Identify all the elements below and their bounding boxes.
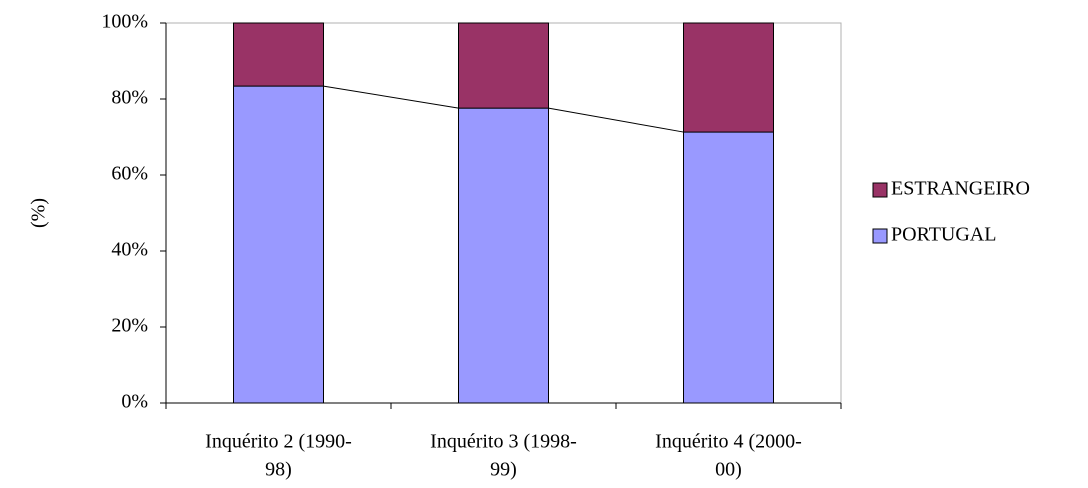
bar-segment — [683, 22, 774, 133]
y-tick-label: 40% — [111, 239, 148, 261]
x-tick-label: 98) — [265, 459, 292, 481]
series-line — [323, 85, 459, 109]
bar-segment — [233, 85, 324, 404]
bar-segment — [233, 22, 324, 87]
x-tick-label: Inquérito 2 (1990- — [205, 431, 352, 453]
bar-segment — [458, 107, 549, 404]
x-tick-label: Inquérito 3 (1998- — [430, 431, 577, 453]
y-tick-label: 100% — [101, 11, 148, 33]
legend-swatch — [872, 182, 888, 198]
y-tick-label: 60% — [111, 163, 148, 185]
bar-segment — [683, 131, 774, 404]
series-line — [548, 107, 684, 133]
legend-label: ESTRANGEIRO — [891, 178, 1030, 200]
legend-label: PORTUGAL — [891, 224, 996, 246]
y-tick-label: 0% — [121, 391, 148, 413]
y-axis-title: (%) — [28, 198, 50, 228]
legend-swatch — [872, 228, 888, 244]
y-tick-label: 20% — [111, 315, 148, 337]
x-tick-label: Inquérito 4 (2000- — [655, 431, 802, 453]
bar-segment — [458, 22, 549, 109]
x-tick-label: 99) — [490, 459, 517, 481]
y-tick-label: 80% — [111, 87, 148, 109]
x-tick-label: 00) — [715, 459, 742, 481]
